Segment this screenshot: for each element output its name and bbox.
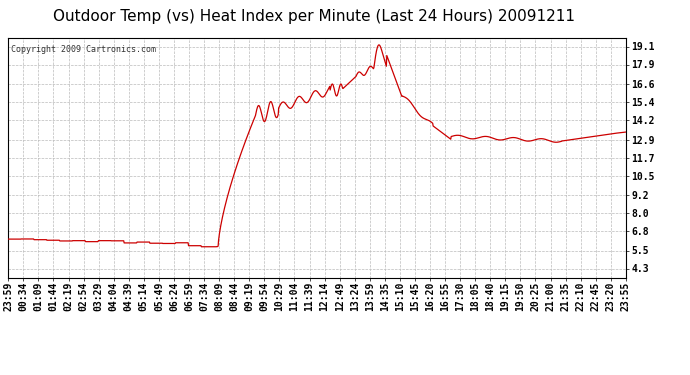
Text: Outdoor Temp (vs) Heat Index per Minute (Last 24 Hours) 20091211: Outdoor Temp (vs) Heat Index per Minute … bbox=[53, 9, 575, 24]
Text: Copyright 2009 Cartronics.com: Copyright 2009 Cartronics.com bbox=[11, 45, 157, 54]
